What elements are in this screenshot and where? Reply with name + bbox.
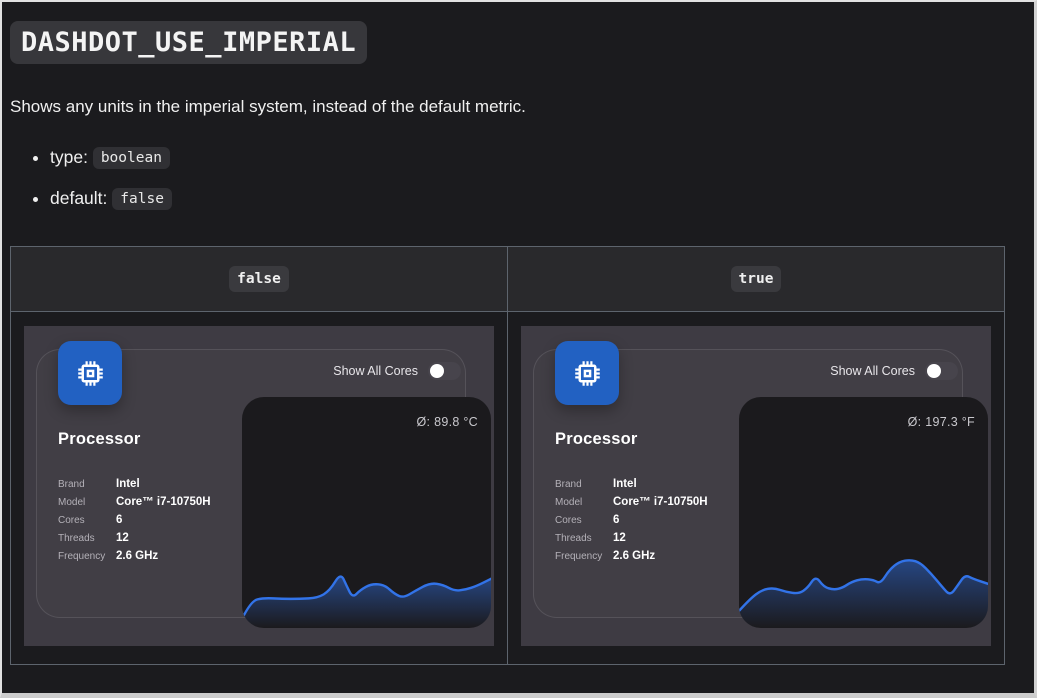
page-title: DASHDOT_USE_IMPERIAL [10, 21, 1026, 64]
dashboard-screenshot-metric: Show All Cores Processor Brand Intel Mode… [24, 326, 494, 646]
show-all-cores-row: Show All Cores [830, 362, 958, 380]
header-cell-true: true [507, 246, 1005, 312]
description: Shows any units in the imperial system, … [10, 97, 526, 116]
dashboard-screenshot-imperial: Show All Cores Processor Brand Intel Mode… [521, 326, 991, 646]
cell-true: Show All Cores Processor Brand Intel Mode… [507, 311, 1005, 665]
cpu-chip-glyph [574, 360, 600, 386]
temperature-line-chart [242, 575, 491, 628]
comparison-table: false true [10, 246, 1005, 665]
card-title: Processor [555, 430, 638, 448]
cpu-chip-glyph [77, 360, 103, 386]
page-content: DASHDOT_USE_IMPERIAL Shows any units in … [2, 2, 1034, 665]
processor-details: Brand Intel Model Core™ i7-10750H Cores 6 T… [555, 475, 708, 565]
show-all-cores-toggle[interactable] [925, 362, 958, 380]
cpu-icon [555, 341, 619, 405]
default-value-code: false [112, 188, 172, 210]
detail-row-frequency: Frequency 2.6 GHz [58, 550, 159, 562]
type-label: type: [50, 147, 88, 167]
header-cell-false: false [10, 246, 508, 312]
detail-row-brand: Brand Intel [555, 478, 637, 490]
show-all-cores-row: Show All Cores [333, 362, 461, 380]
header-code-true: true [730, 266, 782, 292]
temperature-chart-panel: Ø: 89.8 °C [242, 397, 491, 628]
average-temperature-label: Ø: 89.8 °C [416, 415, 478, 429]
property-list: type: boolean default: false [10, 147, 1026, 211]
show-all-cores-label: Show All Cores [830, 364, 915, 378]
detail-row-cores: Cores 6 [555, 514, 620, 526]
comparison-table-body-row: Show All Cores Processor Brand Intel Mode… [10, 311, 1005, 665]
temperature-line-chart [739, 559, 988, 628]
processor-details: Brand Intel Model Core™ i7-10750H Cores 6 T… [58, 475, 211, 565]
header-code-false: false [229, 266, 289, 292]
temperature-chart-panel: Ø: 197.3 °F [739, 397, 988, 628]
show-all-cores-toggle[interactable] [428, 362, 461, 380]
cell-false: Show All Cores Processor Brand Intel Mode… [10, 311, 508, 665]
toggle-knob [430, 364, 444, 378]
detail-row-brand: Brand Intel [58, 478, 140, 490]
detail-row-frequency: Frequency 2.6 GHz [555, 550, 656, 562]
type-value-code: boolean [92, 147, 170, 169]
list-item-type: type: boolean [50, 147, 1026, 170]
average-temperature-label: Ø: 197.3 °F [907, 415, 975, 429]
detail-row-model: Model Core™ i7-10750H [58, 496, 211, 508]
cpu-icon [58, 341, 122, 405]
detail-row-cores: Cores 6 [58, 514, 123, 526]
list-item-default: default: false [50, 188, 1026, 211]
toggle-knob [927, 364, 941, 378]
detail-row-model: Model Core™ i7-10750H [555, 496, 708, 508]
show-all-cores-label: Show All Cores [333, 364, 418, 378]
detail-row-threads: Threads 12 [58, 532, 129, 544]
detail-row-threads: Threads 12 [555, 532, 626, 544]
comparison-table-header-row: false true [10, 246, 1005, 312]
default-label: default: [50, 188, 108, 208]
card-title: Processor [58, 430, 141, 448]
page-title-code: DASHDOT_USE_IMPERIAL [10, 21, 368, 64]
